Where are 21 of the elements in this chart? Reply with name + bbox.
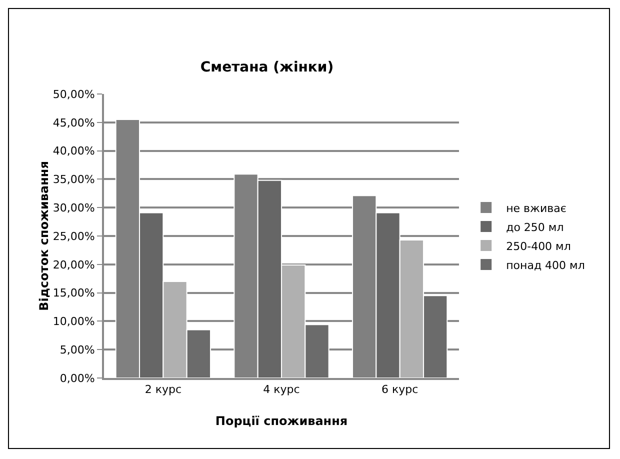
x-tick-label: 2 курс (144, 383, 182, 396)
y-tick-label: 35,00% (52, 173, 95, 186)
legend-label: не вживає (506, 202, 566, 215)
x-axis-title: Порції споживання (215, 414, 348, 428)
y-tick-label: 50,00% (52, 88, 95, 101)
y-axis-title: Відсоток споживання (36, 161, 51, 311)
y-tick-label: 20,00% (52, 258, 95, 272)
x-tick-label: 6 курс (381, 383, 418, 396)
y-tick-label: 5,00% (60, 343, 95, 356)
chart-title: Сметана (жінки) (200, 59, 334, 76)
y-tick-label: 45,00% (52, 116, 95, 130)
y-tick-label: 10,00% (52, 315, 95, 328)
legend-label: понад 400 мл (506, 258, 585, 272)
y-tick-label: 25,00% (52, 230, 95, 243)
y-tick-label: 40,00% (52, 144, 95, 158)
y-tick-label: 0,00% (60, 372, 95, 385)
legend-label: до 250 мл (506, 220, 564, 234)
y-tick-label: 15,00% (52, 286, 95, 300)
legend-label: 250-400 мл (506, 240, 571, 253)
x-tick-label: 4 курс (263, 383, 300, 396)
y-tick-label: 30,00% (52, 201, 95, 214)
